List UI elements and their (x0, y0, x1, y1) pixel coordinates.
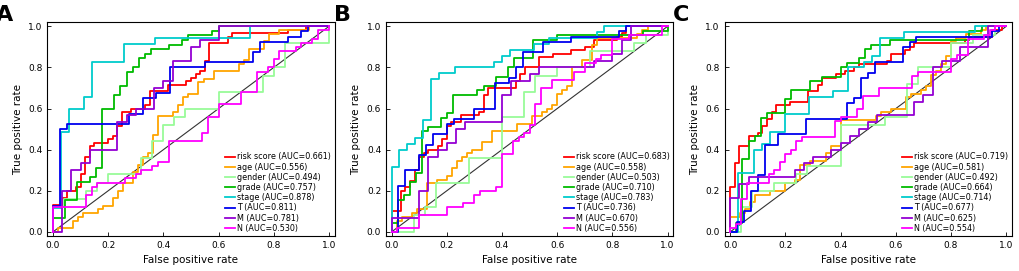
Y-axis label: True positive rate: True positive rate (351, 84, 361, 175)
Y-axis label: True positive rate: True positive rate (12, 84, 22, 175)
X-axis label: False positive rate: False positive rate (820, 256, 915, 265)
Legend: risk score (AUC=0.661), age (AUC=0.556), gender (AUC=0.494), grade (AUC=0.757), : risk score (AUC=0.661), age (AUC=0.556),… (224, 151, 332, 234)
Text: C: C (673, 5, 689, 25)
Legend: risk score (AUC=0.719), age (AUC=0.581), gender (AUC=0.492), grade (AUC=0.664), : risk score (AUC=0.719), age (AUC=0.581),… (901, 151, 1009, 234)
Legend: risk score (AUC=0.683), age (AUC=0.558), gender (AUC=0.503), grade (AUC=0.710), : risk score (AUC=0.683), age (AUC=0.558),… (562, 151, 671, 234)
Text: A: A (0, 5, 13, 25)
X-axis label: False positive rate: False positive rate (482, 256, 577, 265)
X-axis label: False positive rate: False positive rate (144, 256, 238, 265)
Y-axis label: True positive rate: True positive rate (689, 84, 699, 175)
Text: B: B (334, 5, 351, 25)
